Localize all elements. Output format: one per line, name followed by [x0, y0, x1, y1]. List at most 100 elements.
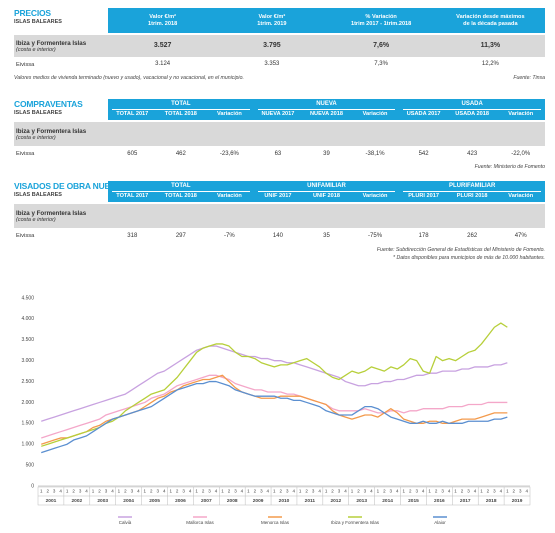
cell: 7,3% — [374, 61, 388, 67]
column-header: TOTAL 2018 — [164, 193, 197, 200]
note: Valores medios de vivienda terminado (nu… — [14, 75, 244, 81]
x-tick-label: 1 — [40, 489, 43, 494]
cell: -23,6% — [219, 151, 239, 157]
series-line — [41, 380, 508, 454]
y-tick-label: 1.500 — [21, 421, 34, 427]
column-header: Variación — [216, 193, 242, 200]
cell: 3.795 — [263, 42, 281, 49]
x-tick-label: 4 — [422, 489, 425, 494]
x-tick-label: 2 — [357, 489, 360, 494]
y-tick-label: 0 — [31, 483, 34, 489]
cell: 35 — [323, 233, 330, 239]
x-tick-label: 1 — [247, 489, 250, 494]
column-header: UNIF 2018 — [312, 193, 341, 200]
x-tick-label: 1 — [66, 489, 69, 494]
x-tick-label: 4 — [474, 489, 477, 494]
row-name: Eivissa — [16, 61, 35, 68]
note: * Datos disponibles para municipios de m… — [393, 255, 545, 261]
row-label: Eivissa — [16, 147, 34, 161]
x-tick-label: 3 — [260, 489, 263, 494]
year-label: 2006 — [175, 498, 186, 504]
column-header-line: Valor €/m² — [258, 13, 286, 20]
column-header-line: 1trim. 2018 — [148, 20, 178, 27]
column-header: Variación — [508, 111, 534, 118]
x-tick-label: 4 — [267, 489, 270, 494]
row-label: Eivissa — [16, 229, 34, 243]
row-name: Ibiza y Formentera Islas — [16, 39, 87, 47]
group-label: NUEVA — [257, 99, 396, 110]
legend-label: Alaior — [434, 520, 446, 525]
y-tick-label: 4.500 — [21, 295, 34, 301]
x-tick-label: 1 — [118, 489, 121, 494]
column-header: TOTAL 2017 — [116, 111, 149, 118]
header-band — [108, 181, 545, 202]
x-tick-label: 1 — [351, 489, 354, 494]
year-label: 2019 — [512, 498, 523, 504]
legend-label: Ibiza y Formentera Islas — [331, 520, 380, 525]
column-header: PLURI 2017 — [408, 193, 439, 200]
row-sublabel: (costa e interior) — [16, 134, 56, 141]
cell: 3.124 — [155, 61, 171, 67]
group-label: USADA — [403, 99, 541, 110]
x-tick-label: 3 — [441, 489, 444, 494]
year-label: 2016 — [434, 498, 445, 504]
x-tick-label: 3 — [105, 489, 108, 494]
x-tick-label: 3 — [157, 489, 160, 494]
x-tick-label: 2 — [461, 489, 464, 494]
column-header: Variación — [216, 111, 242, 118]
cell: 318 — [127, 233, 138, 239]
y-tick-label: 4.000 — [21, 316, 34, 322]
column-header: Variación — [508, 193, 534, 200]
year-label: 2004 — [123, 498, 134, 504]
x-tick-label: 2 — [487, 489, 490, 494]
x-tick-label: 2 — [124, 489, 127, 494]
x-tick-label: 1 — [506, 489, 509, 494]
row-band — [14, 204, 545, 228]
x-tick-label: 4 — [344, 489, 347, 494]
column-header: Variación — [362, 193, 388, 200]
x-tick-label: 3 — [493, 489, 496, 494]
x-tick-label: 3 — [208, 489, 211, 494]
cell: 11,3% — [480, 42, 501, 49]
x-tick-label: 3 — [519, 489, 522, 494]
x-tick-label: 3 — [79, 489, 82, 494]
y-tick-label: 1.000 — [21, 442, 34, 448]
row-label: Ibiza y Formentera Islas (costa e interio… — [16, 35, 86, 57]
column-header-line: Variación desde máximos — [456, 13, 525, 20]
x-tick-label: 2 — [331, 489, 334, 494]
column-header: Variación — [362, 111, 388, 118]
cell: -7% — [224, 233, 235, 239]
cell: 3.353 — [264, 61, 280, 67]
x-tick-label: 3 — [182, 489, 185, 494]
x-tick-label: 1 — [377, 489, 380, 494]
column-header: NUEVA 2017 — [261, 111, 295, 118]
column-header-line: Valor €/m² — [149, 13, 176, 20]
x-tick-label: 2 — [435, 489, 438, 494]
x-tick-label: 1 — [92, 489, 95, 494]
x-tick-label: 1 — [480, 489, 483, 494]
row-name: Eivissa — [16, 233, 35, 239]
x-tick-label: 1 — [221, 489, 224, 494]
legend-label: Menorca Islas — [261, 520, 290, 525]
column-header-line: 1trim 2017 - 1trim.2018 — [350, 20, 412, 27]
x-tick-label: 3 — [234, 489, 237, 494]
x-tick-label: 1 — [299, 489, 302, 494]
section-title: VISADOS DE OBRA NUEVA — [14, 181, 121, 191]
x-tick-label: 1 — [428, 489, 431, 494]
y-tick-label: 2.500 — [21, 379, 34, 385]
row-name: Eivissa — [16, 151, 35, 157]
x-tick-label: 1 — [325, 489, 328, 494]
x-tick-label: 4 — [189, 489, 192, 494]
source: Fuente: Ministerio de Fomento — [474, 164, 545, 170]
row-sublabel: (costa e interior) — [16, 216, 56, 223]
row-name: Ibiza y Formentera Islas — [16, 127, 87, 135]
x-tick-label: 2 — [254, 489, 257, 494]
row-band — [14, 122, 545, 146]
cell: 12,2% — [481, 61, 499, 67]
x-tick-label: 3 — [286, 489, 289, 494]
cell: -22,0% — [511, 151, 531, 157]
x-tick-label: 2 — [46, 489, 49, 494]
cell: 178 — [418, 233, 429, 239]
cell: 262 — [467, 233, 478, 239]
